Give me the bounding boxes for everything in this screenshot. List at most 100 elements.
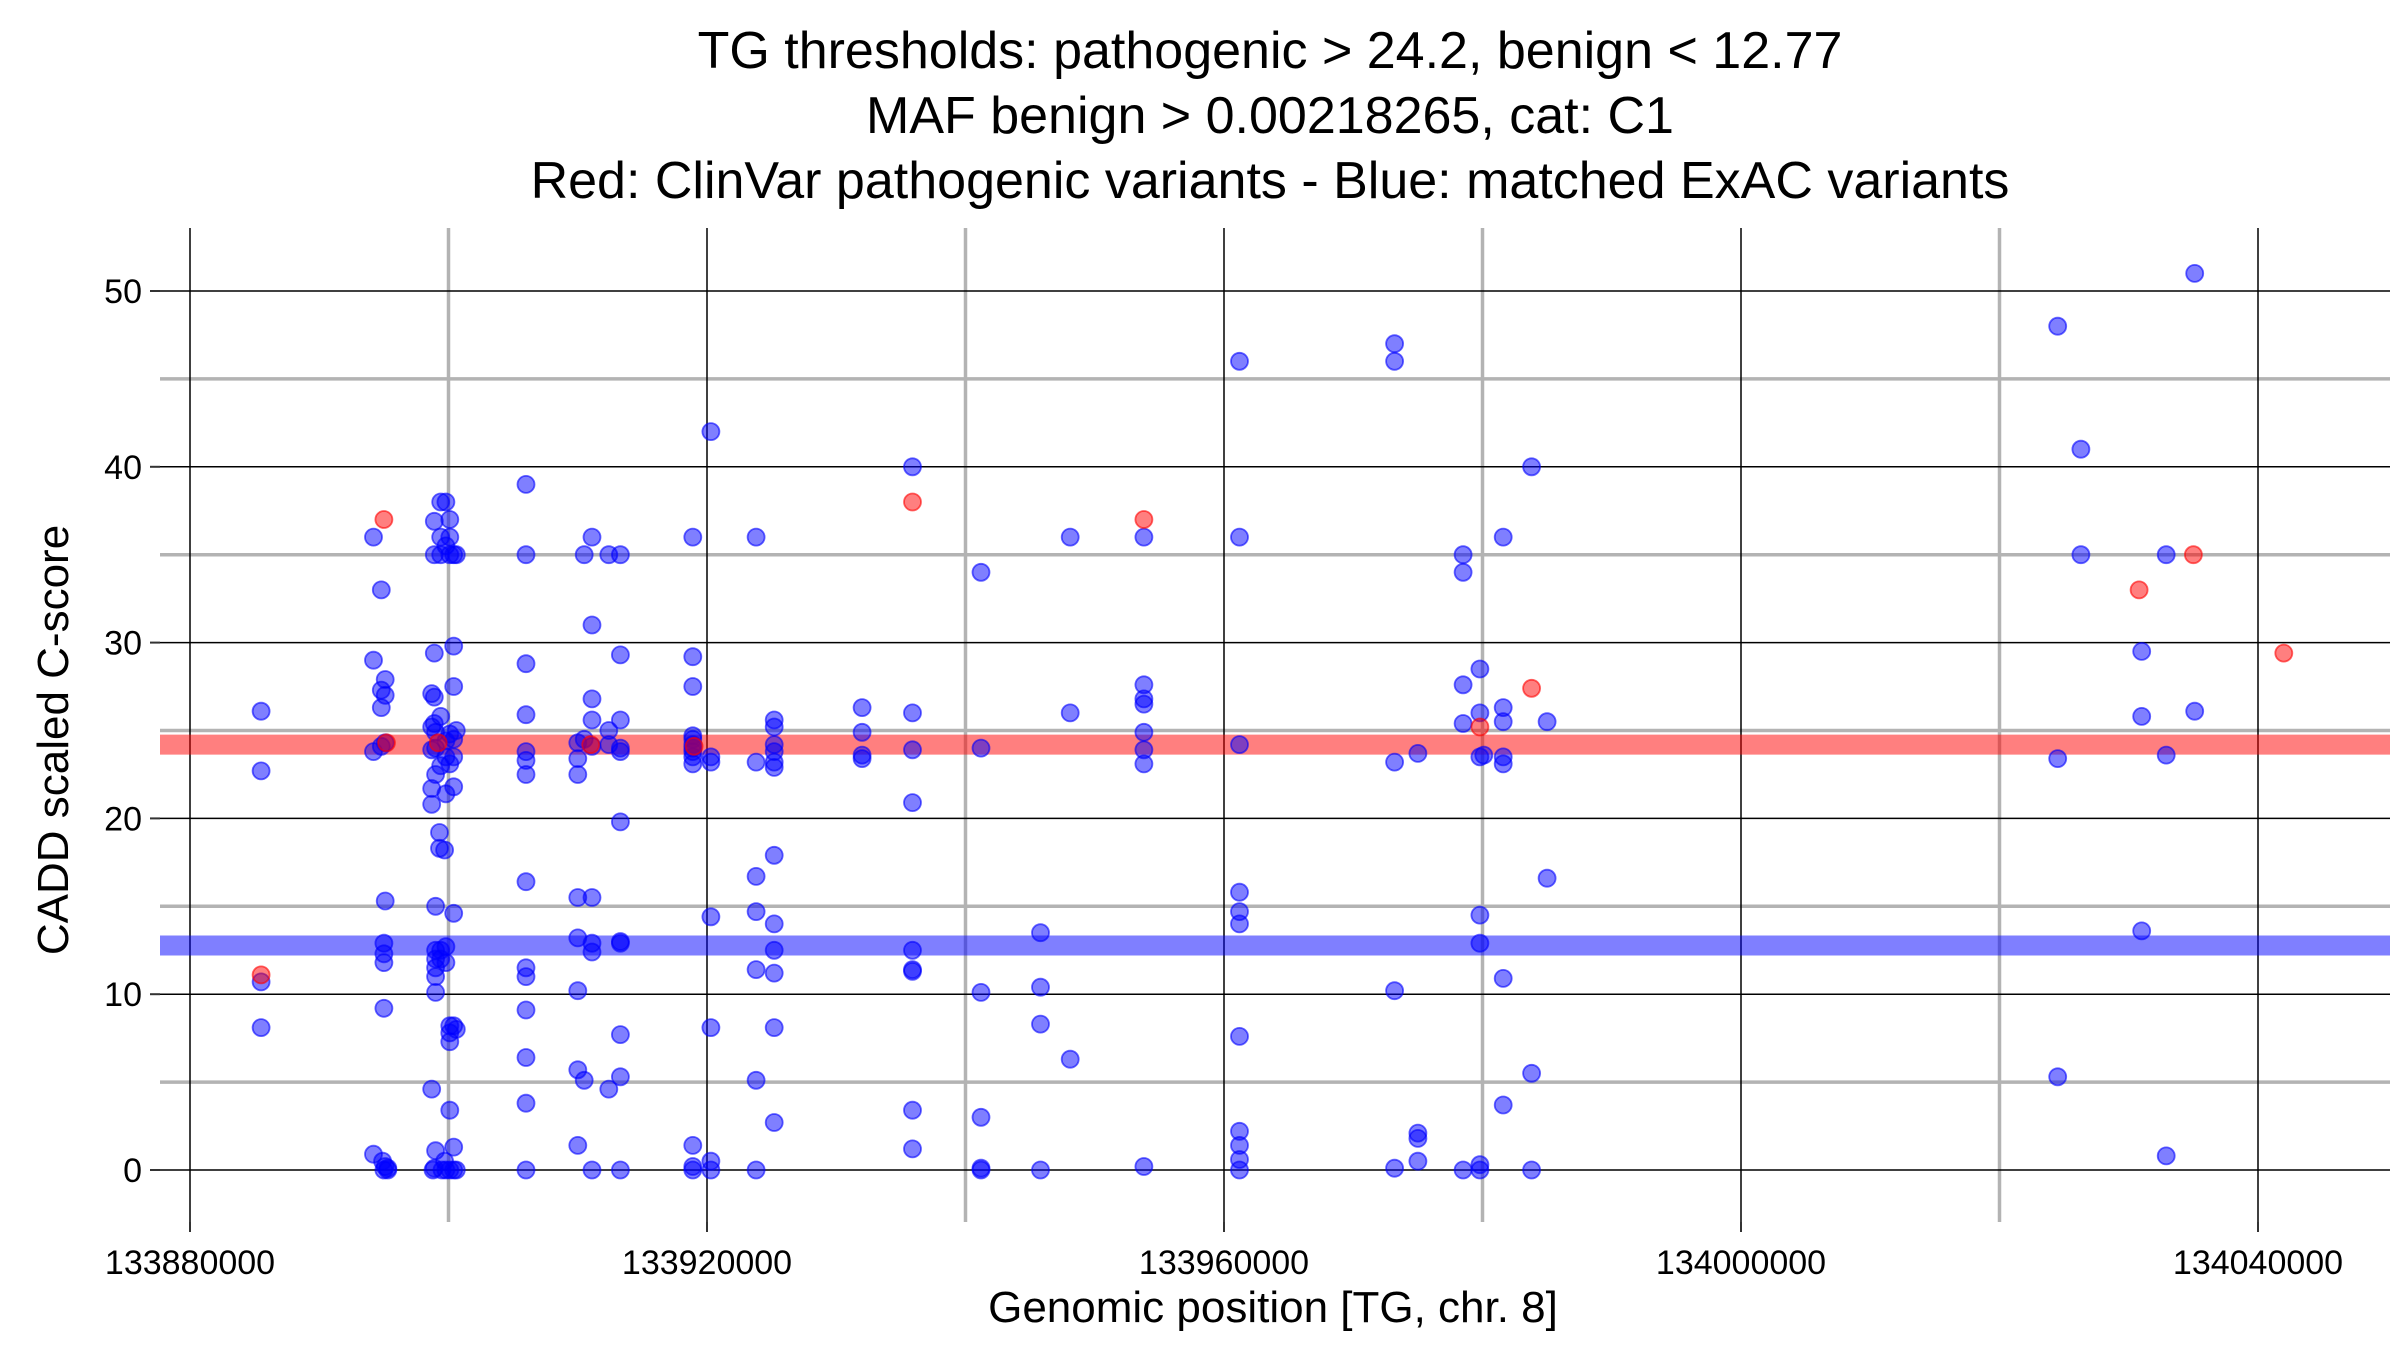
exac-point-69: [440, 527, 460, 547]
exac-point-271: [2185, 701, 2205, 721]
clinvar-point-2: [377, 733, 396, 753]
exac-point-193: [971, 562, 991, 582]
exac-point-270: [2185, 263, 2205, 283]
exac-point-108: [568, 765, 588, 784]
exac-point-185: [903, 703, 922, 723]
exac-point-247: [1493, 527, 1513, 547]
exac-point-191: [903, 1100, 922, 1120]
exac-point-91: [446, 1160, 466, 1180]
exac-point-162: [746, 752, 766, 772]
exac-point-184: [903, 457, 922, 477]
exac-point-214: [1230, 351, 1249, 371]
exac-point-24: [374, 1160, 394, 1180]
exac-point-227: [1385, 752, 1404, 772]
exac-point-264: [2132, 642, 2152, 661]
exac-point-188: [903, 940, 922, 960]
exac-point-243: [1470, 933, 1490, 953]
major-gridlines: [160, 228, 2390, 1222]
exac-point-164: [746, 902, 766, 921]
exac-point-103: [516, 1048, 536, 1067]
y-tick-label-1: 10: [104, 976, 142, 1014]
exac-point-140: [611, 1160, 630, 1180]
axis-ticks: [150, 290, 2259, 1232]
exac-point-183: [852, 749, 872, 768]
exac-point-95: [516, 705, 536, 725]
y-tick-label-4: 40: [104, 449, 142, 487]
data-points: [251, 263, 2294, 1180]
exac-point-229: [1385, 1158, 1404, 1178]
exac-point-64: [436, 937, 456, 957]
exac-point-130: [611, 545, 630, 565]
y-tick-label-3: 30: [104, 625, 142, 663]
exac-point-129: [599, 1079, 619, 1099]
exac-point-160: [701, 1160, 721, 1180]
exac-point-216: [1230, 735, 1249, 754]
exac-point-217: [1230, 882, 1249, 902]
exac-point-210: [1134, 722, 1154, 742]
exac-point-181: [852, 722, 872, 742]
exac-point-169: [764, 717, 784, 737]
exac-point-3: [251, 1018, 271, 1037]
minor-gridlines: [160, 228, 2390, 1222]
title-line-2: MAF benign > 0.00218265, cat: C1: [866, 87, 1674, 145]
exac-point-200: [1031, 977, 1050, 997]
exac-point-99: [516, 872, 536, 892]
exac-point-228: [1385, 981, 1404, 1001]
chart-title: TG thresholds: pathogenic > 24.2, benign…: [531, 22, 2010, 210]
exac-point-92: [516, 474, 536, 494]
exac-point-156: [701, 752, 721, 772]
y-tick-label-2: 20: [104, 800, 142, 838]
clinvar-point-3: [428, 733, 448, 753]
exac-point-206: [1134, 527, 1154, 547]
exac-point-118: [582, 615, 602, 635]
exac-point-63: [435, 840, 455, 860]
exac-point-134: [611, 742, 630, 761]
exac-point-177: [764, 963, 784, 983]
exac-point-101: [516, 967, 536, 986]
exac-point-178: [764, 1018, 784, 1037]
exac-point-238: [1453, 1160, 1473, 1180]
exac-point-8: [371, 580, 391, 600]
exac-point-13: [375, 685, 395, 705]
exac-point-153: [683, 1160, 703, 1180]
exac-point-65: [436, 953, 456, 972]
x-tick-label-0: 133880000: [105, 1244, 275, 1282]
exac-point-252: [1493, 969, 1513, 988]
exac-point-224: [1230, 1160, 1249, 1180]
exac-point-235: [1453, 562, 1473, 582]
exac-point-242: [1470, 905, 1490, 925]
exac-point-117: [582, 527, 602, 547]
exac-point-205: [1060, 1049, 1080, 1069]
exac-point-105: [516, 1160, 536, 1180]
exac-point-79: [444, 636, 464, 656]
exac-point-76: [440, 1100, 460, 1120]
exac-point-94: [516, 654, 536, 674]
exac-point-135: [611, 812, 630, 832]
exac-point-122: [582, 888, 602, 907]
tick-labels: 133880000 133920000 133960000 134000000 1340…: [104, 273, 2343, 1282]
exac-point-120: [582, 710, 602, 730]
exac-point-98: [516, 765, 536, 784]
exac-point-212: [1134, 754, 1154, 774]
x-tick-label-3: 134000000: [1656, 1244, 1826, 1282]
y-axis-label: CADD scaled C-score: [29, 525, 78, 955]
y-tick-label-5: 50: [104, 273, 142, 311]
exac-point-33: [424, 643, 444, 663]
exac-point-12: [375, 670, 395, 689]
exac-point-256: [1522, 1160, 1541, 1180]
exac-point-104: [516, 1093, 536, 1113]
exac-point-0: [251, 701, 271, 721]
exac-point-187: [903, 793, 922, 812]
exac-point-180: [852, 698, 872, 717]
exac-point-209: [1134, 694, 1154, 714]
exac-point-89: [446, 721, 466, 740]
exac-point-246: [1474, 745, 1494, 765]
exac-point-204: [1060, 703, 1080, 723]
exac-point-83: [444, 777, 464, 797]
exac-point-157: [701, 907, 721, 927]
exac-point-88: [446, 545, 466, 565]
exac-point-86: [444, 1137, 464, 1157]
clinvar-point-0: [251, 965, 271, 985]
exac-point-174: [764, 845, 784, 865]
exac-point-137: [611, 933, 630, 953]
